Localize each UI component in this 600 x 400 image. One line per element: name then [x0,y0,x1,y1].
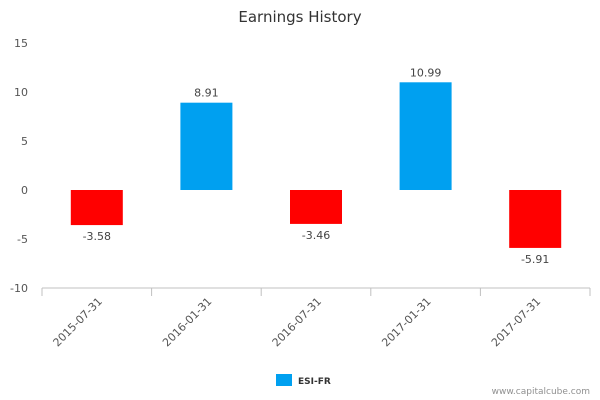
y-tick-label: 5 [21,135,28,148]
y-tick-label: 10 [14,86,28,99]
y-tick-label: -5 [17,233,28,246]
bar-2017-01-31[interactable] [399,82,452,190]
data-label: 8.91 [194,87,219,100]
data-label: -3.46 [302,229,330,242]
x-tick-labels-group: 2015-07-31 2016-01-31 2016-07-31 2017-01-31… [51,295,544,349]
x-tick-label: 2017-07-31 [489,295,543,349]
credit-text: www.capitalcube.com [492,387,590,397]
y-tick-label: -10 [10,282,28,295]
x-tick-label: 2016-01-31 [160,295,214,349]
bars-group [70,82,562,248]
x-tick-label: 2016-07-31 [270,295,324,349]
y-tick-label: 15 [14,37,28,50]
legend[interactable]: ESI-FR [276,374,331,387]
bar-2016-01-31[interactable] [180,102,233,190]
data-label: 10.99 [410,66,442,79]
data-labels-group: -3.58 8.91 -3.46 10.99 -5.91 [83,66,550,266]
data-label: -5.91 [521,253,549,266]
legend-swatch [276,374,292,386]
x-tick-label: 2017-01-31 [379,295,433,349]
chart-title: Earnings History [238,8,361,26]
bar-2017-07-31[interactable] [509,190,562,248]
y-tick-label: 0 [21,184,28,197]
data-label: -3.58 [83,230,111,243]
bar-2016-07-31[interactable] [290,190,342,224]
legend-label: ESI-FR [298,377,331,387]
bar-2015-07-31[interactable] [70,190,123,226]
y-axis: 15 10 5 0 -5 -10 [10,37,28,295]
x-axis [41,287,591,296]
x-tick-label: 2015-07-31 [51,295,105,349]
